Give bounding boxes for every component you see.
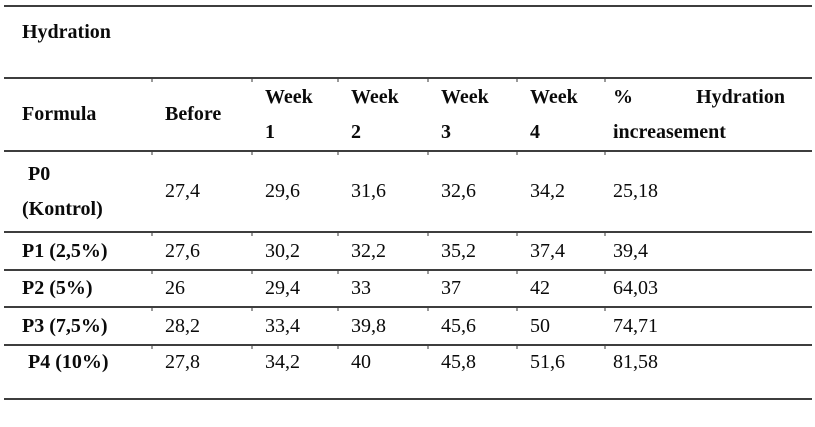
- value-cell: 50: [530, 314, 550, 337]
- value-cell: 39,4: [613, 239, 648, 262]
- table-row-p3: P3 (7,5%) 28,2 33,4 39,8 45,6 50 74,71: [4, 306, 812, 344]
- value-cell: 32,2: [351, 239, 386, 262]
- column-header-week3: Week 3: [428, 79, 517, 150]
- column-header-week4: Week 4: [517, 79, 605, 150]
- week-label: Week: [530, 85, 578, 108]
- week-label: Week: [265, 85, 313, 108]
- value-cell: 32,6: [441, 180, 476, 202]
- value-cell: 30,2: [265, 239, 300, 262]
- table-row-p1: P1 (2,5%) 27,6 30,2 32,2 35,2 37,4 39,4: [4, 231, 812, 269]
- value-cell: 39,8: [351, 314, 386, 337]
- value-cell: 34,2: [530, 180, 565, 202]
- value-cell: 27,6: [165, 239, 200, 262]
- value-cell: 33,4: [265, 314, 300, 337]
- column-header-before: Before: [165, 103, 222, 125]
- formula-cell: P4 (10%): [4, 346, 152, 398]
- value-cell: 37,4: [530, 239, 565, 262]
- value-cell: 28,2: [165, 314, 200, 337]
- value-cell: 81,58: [613, 350, 658, 373]
- pct-symbol: %: [613, 85, 633, 108]
- pct-word-increasement: increasement: [613, 120, 726, 143]
- value-cell: 34,2: [265, 350, 300, 373]
- table-header-row: Formula Before Week 1 Week 2 Week 3 Week…: [4, 77, 812, 150]
- value-cell: 45,8: [441, 350, 476, 373]
- value-cell: 27,4: [165, 180, 200, 202]
- week-number: 3: [441, 120, 451, 143]
- table-title-row: Hydration: [4, 5, 812, 77]
- formula-cell: P0 (Kontrol): [4, 152, 152, 231]
- week-label: Week: [441, 85, 489, 108]
- week-number: 1: [265, 120, 275, 143]
- table-row-p2: P2 (5%) 26 29,4 33 37 42 64,03: [4, 269, 812, 306]
- column-header-formula: Formula: [22, 103, 97, 125]
- week-label: Week: [351, 85, 399, 108]
- table-bottom-border: [4, 398, 812, 400]
- formula-cell: P1 (2,5%): [22, 239, 108, 262]
- value-cell: 40: [351, 350, 371, 373]
- value-cell: 31,6: [351, 180, 386, 202]
- value-cell: 37: [441, 277, 461, 299]
- value-cell: 29,4: [265, 277, 300, 299]
- formula-label-line1: P4 (10%): [28, 350, 109, 373]
- value-cell: 64,03: [613, 277, 658, 299]
- formula-cell: P3 (7,5%): [22, 314, 108, 337]
- formula-label-line2: (Kontrol): [22, 197, 103, 220]
- pct-word-hydration: Hydration: [696, 85, 785, 108]
- column-header-week1: Week 1: [252, 79, 338, 150]
- column-header-pct-hydration: % Hydration increasement: [605, 79, 812, 150]
- value-cell: 29,6: [265, 180, 300, 202]
- week-number: 4: [530, 120, 540, 143]
- week-number: 2: [351, 120, 361, 143]
- value-cell: 35,2: [441, 239, 476, 262]
- value-cell: 33: [351, 277, 371, 299]
- value-cell: 25,18: [613, 180, 658, 202]
- value-cell: 51,6: [530, 350, 565, 373]
- table-row-p0: P0 (Kontrol) 27,4 29,6 31,6 32,6 34,2 25…: [4, 150, 812, 231]
- pct-hydration-line1: % Hydration: [613, 80, 785, 115]
- value-cell: 74,71: [613, 314, 658, 337]
- formula-cell: P2 (5%): [22, 277, 93, 299]
- value-cell: 42: [530, 277, 550, 299]
- table-title: Hydration: [22, 21, 111, 43]
- table-row-p4: P4 (10%) 27,8 34,2 40 45,8 51,6 81,58: [4, 344, 812, 398]
- column-header-week2: Week 2: [338, 79, 428, 150]
- formula-label-line1: P0: [28, 162, 51, 185]
- value-cell: 45,6: [441, 314, 476, 337]
- value-cell: 27,8: [165, 350, 200, 373]
- value-cell: 26: [165, 277, 185, 299]
- hydration-table: Hydration Formula Before Week 1 Week 2 W…: [4, 5, 812, 400]
